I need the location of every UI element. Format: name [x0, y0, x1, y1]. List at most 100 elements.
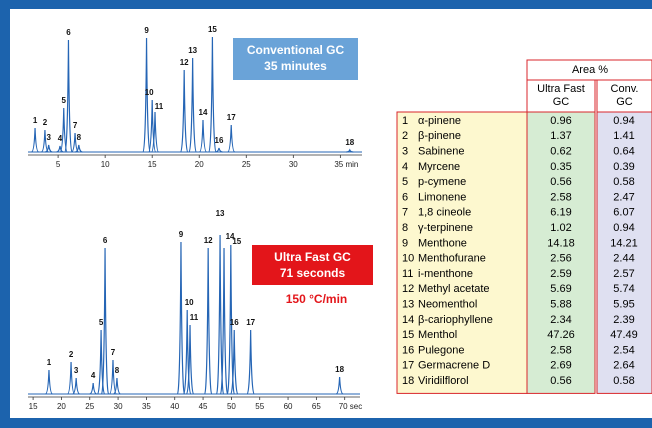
peak-label: 1 — [47, 358, 52, 367]
peak-label: 11 — [190, 313, 199, 322]
area-conv: 14.21 — [610, 237, 638, 249]
peak — [72, 377, 80, 395]
peak-number: 3 — [402, 146, 408, 158]
peak — [31, 127, 39, 153]
peak — [227, 124, 236, 153]
x-tick-label: 20 — [57, 402, 66, 411]
compound: Viridilflorol — [418, 375, 469, 387]
peak-number: 8 — [402, 222, 408, 234]
peak-label: 16 — [215, 136, 224, 145]
method-title: Ultra Fast GC — [274, 250, 351, 264]
area-conv: 2.57 — [613, 268, 634, 280]
area-fast: 1.02 — [550, 222, 571, 234]
peak — [198, 119, 208, 153]
area-fast: 0.56 — [550, 375, 571, 387]
column-body — [526, 111, 596, 394]
method-subtitle: 71 seconds — [280, 266, 346, 280]
area-fast: 5.88 — [550, 299, 571, 311]
peak-label: 2 — [69, 350, 74, 359]
area-conv: 2.54 — [613, 344, 634, 356]
x-tick-label: 10 — [101, 160, 110, 169]
compound: Myrcene — [418, 161, 460, 173]
x-tick-label: 25 — [242, 160, 251, 169]
compound: 1,8 cineole — [418, 207, 471, 219]
peak-label: 10 — [185, 298, 194, 307]
peak — [215, 147, 223, 153]
peak-label: 10 — [145, 88, 154, 97]
compound: Neomenthol — [418, 299, 477, 311]
peak — [176, 241, 186, 395]
heating-rate: 150 °C/min — [286, 292, 348, 306]
peak-label: 9 — [144, 26, 149, 35]
peak-label: 11 — [155, 102, 164, 111]
area-conv: 0.64 — [613, 146, 634, 158]
column-title: GC — [616, 96, 633, 108]
peak — [185, 324, 195, 395]
area-fast: 2.58 — [550, 344, 571, 356]
peak-number: 11 — [402, 268, 413, 280]
column-title: GC — [553, 96, 570, 108]
peak-number: 14 — [402, 314, 414, 326]
table-header: Area % — [572, 64, 608, 76]
peak — [335, 376, 344, 395]
compound: Menthol — [418, 329, 457, 341]
area-fast: 5.69 — [550, 283, 571, 295]
area-fast: 14.18 — [547, 237, 575, 249]
peak — [75, 144, 83, 153]
x-tick-label: 60 — [284, 402, 293, 411]
peak — [66, 361, 76, 395]
peak-number: 16 — [402, 344, 414, 356]
peak-number: 12 — [402, 283, 414, 295]
x-tick-label: 55 — [255, 402, 264, 411]
peak — [56, 145, 64, 153]
peak-label: 12 — [204, 236, 213, 245]
area-conv: 2.44 — [613, 253, 634, 265]
method-box — [252, 245, 373, 285]
area-conv: 0.58 — [613, 375, 634, 387]
peak — [180, 69, 189, 153]
column-title: Conv. — [611, 83, 639, 95]
peak-number: 9 — [402, 237, 408, 249]
x-tick-label: 65 — [312, 402, 321, 411]
x-tick-label: 40 — [170, 402, 179, 411]
peak-number: 2 — [402, 130, 408, 142]
area-conv: 0.58 — [613, 176, 634, 188]
peak — [219, 247, 229, 395]
peak-label: 17 — [227, 113, 236, 122]
peak — [89, 382, 97, 395]
area-conv: 2.39 — [613, 314, 634, 326]
peak-label: 5 — [62, 96, 67, 105]
x-tick-label: 35 min — [334, 160, 358, 169]
peak — [113, 377, 121, 395]
peak — [45, 369, 53, 395]
peak-number: 17 — [402, 360, 414, 372]
method-subtitle: 35 minutes — [264, 59, 327, 73]
x-tick-label: 15 — [148, 160, 157, 169]
peak-label: 6 — [103, 236, 108, 245]
compound: γ-terpinene — [418, 222, 473, 234]
compound: α-pinene — [418, 115, 461, 127]
peak-label: 15 — [232, 237, 241, 246]
peak-label: 3 — [46, 133, 51, 142]
compound: Sabinene — [418, 146, 465, 158]
compound: Menthofurane — [418, 253, 486, 265]
peak — [148, 99, 157, 153]
peak-label: 5 — [99, 318, 104, 327]
peak-label: 7 — [73, 121, 78, 130]
x-tick-label: 70 sec — [339, 402, 363, 411]
peak — [188, 57, 197, 153]
area-fast: 47.26 — [547, 329, 575, 341]
peak — [142, 37, 151, 153]
column-head — [526, 79, 596, 113]
area-conv: 47.49 — [610, 329, 638, 341]
area-conv: 0.94 — [613, 222, 634, 234]
peak-label: 7 — [111, 348, 116, 357]
peak-label: 8 — [115, 366, 120, 375]
compound: p-cymene — [418, 176, 466, 188]
compound: Menthone — [418, 237, 467, 249]
peak-label: 4 — [91, 371, 96, 380]
area-fast: 0.56 — [550, 176, 571, 188]
peak-label: 14 — [199, 108, 208, 117]
compound: i-menthone — [418, 268, 473, 280]
